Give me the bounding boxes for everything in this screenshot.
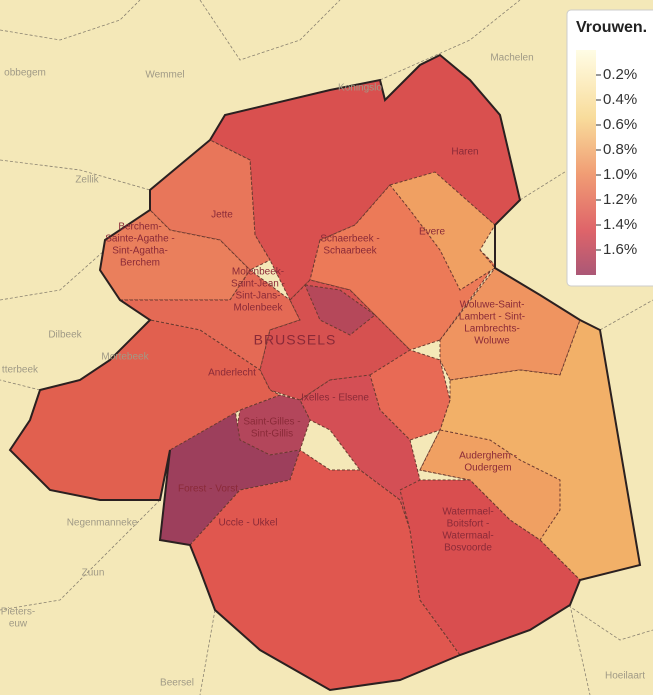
labels: Wemmel Machelen Koningslo obbegem Zellik Dilb… (1, 53, 645, 689)
legend-tick-label: 1.2% (603, 191, 637, 208)
district-label: Forest - Vorst (178, 484, 238, 495)
district-label: Bosvoorde (444, 543, 492, 554)
district-label: Watermael- (442, 507, 493, 518)
district-label: BRUSSELS (254, 332, 337, 348)
place-label: Machelen (490, 53, 533, 64)
district-label: Jette (211, 210, 233, 221)
legend-tick-label: 1.4% (603, 216, 637, 233)
district-label: Auderghem - (459, 451, 517, 462)
legend-tick-label: 1.6% (603, 241, 637, 258)
legend-title: Vrouwen. (576, 19, 647, 36)
place-label: Zellik (75, 175, 99, 186)
district-label: Woluwe (474, 336, 510, 347)
legend: Vrouwen. 0.2% 0.4% 0.6% 0.8% 1.0% 1.2% 1.4% 1.6… (566, 9, 653, 287)
regions (8, 53, 642, 692)
place-label: Koningslo (338, 83, 382, 94)
district-label: Sint-Jans- (235, 291, 280, 302)
legend-tick-label: 1.0% (603, 166, 637, 183)
district-label: Evere (419, 227, 446, 238)
place-label: Mortebeek (101, 352, 149, 363)
district-label: Saint-Gilles - (243, 417, 300, 428)
place-label: tterbeek (2, 365, 39, 376)
district-label: Haren (451, 147, 478, 158)
place-label: Dilbeek (48, 330, 82, 341)
district-label: Schaarbeek (323, 246, 377, 257)
district-label: Molenbeek (234, 303, 284, 314)
district-label: Molenbeek- (232, 267, 284, 278)
legend-tick-label: 0.8% (603, 141, 637, 158)
legend-tick-label: 0.6% (603, 116, 637, 133)
place-label: Hoeilaart (605, 671, 645, 682)
district-label: Berchem (120, 258, 160, 269)
place-label: euw (9, 619, 28, 630)
district-label: Woluwe-Saint- (460, 300, 525, 311)
district-label: Lambert - Sint- (459, 312, 525, 323)
legend-ticks: 0.2% 0.4% 0.6% 0.8% 1.0% 1.2% 1.4% 1.6% (596, 66, 637, 258)
place-label: Wemmel (145, 70, 184, 81)
district-label: Saint-Jean - (231, 279, 285, 290)
place-label: Negenmanneke (67, 518, 138, 529)
district-label: Uccle - Ukkel (219, 518, 278, 529)
color-bar (576, 50, 596, 275)
district-label: Anderlecht (208, 368, 256, 379)
district-label: Berchem- (118, 222, 161, 233)
legend-tick-label: 0.4% (603, 91, 637, 108)
district-label: Schaerbeek - (320, 234, 379, 245)
legend-tick-label: 0.2% (603, 66, 637, 83)
district-label: Sainte-Agathe - (105, 234, 175, 245)
district-label: Ixelles - Elsene (301, 393, 369, 404)
district-label: Sint-Agatha- (112, 246, 168, 257)
district-label: Watermaal- (442, 531, 493, 542)
place-label: obbegem (4, 68, 46, 79)
place-label: Pieters- (1, 607, 35, 618)
district-label: Lambrechts- (464, 324, 520, 335)
place-label: Zuun (82, 568, 105, 579)
district-label: Sint-Gillis (251, 429, 293, 440)
district-label: Boitsfort - (447, 519, 490, 530)
district-label: Oudergem (464, 463, 511, 474)
place-label: Beersel (160, 678, 194, 689)
